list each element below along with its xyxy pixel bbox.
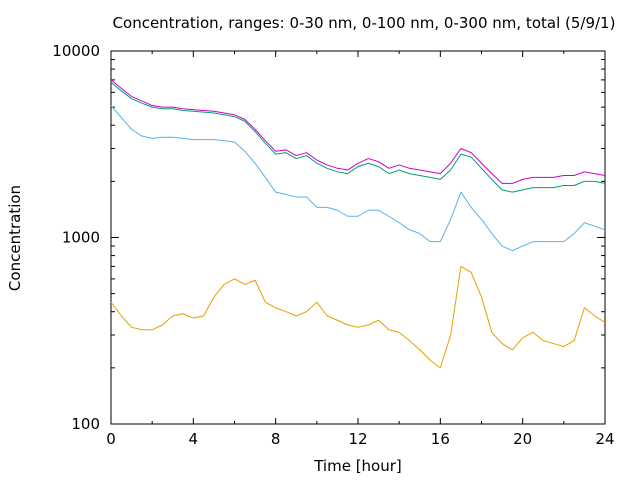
plot-frame <box>110 50 606 425</box>
series-group <box>110 79 606 369</box>
series-line-4 <box>110 265 606 369</box>
y-tick-label: 10000 <box>52 42 100 60</box>
x-tick-label: 4 <box>189 430 199 448</box>
x-tick-label: 8 <box>271 430 281 448</box>
x-axis: 0 4 8 12 16 20 24 <box>106 51 615 448</box>
x-tick-label: 16 <box>431 430 450 448</box>
series-line-1 <box>110 79 606 184</box>
y-axis: 100 1000 10000 <box>52 42 605 433</box>
x-axis-label: Time [hour] <box>313 457 402 475</box>
series-line-2 <box>110 81 606 193</box>
x-tick-label: 24 <box>595 430 614 448</box>
y-tick-label: 100 <box>71 415 100 433</box>
y-axis-label: Concentration <box>6 185 24 291</box>
x-tick-label: 0 <box>106 430 116 448</box>
series-line-3 <box>110 105 606 252</box>
y-tick-label: 1000 <box>62 229 100 247</box>
x-tick-label: 20 <box>513 430 532 448</box>
x-tick-label: 12 <box>348 430 367 448</box>
chart-title: Concentration, ranges: 0-30 nm, 0-100 nm… <box>113 14 616 32</box>
